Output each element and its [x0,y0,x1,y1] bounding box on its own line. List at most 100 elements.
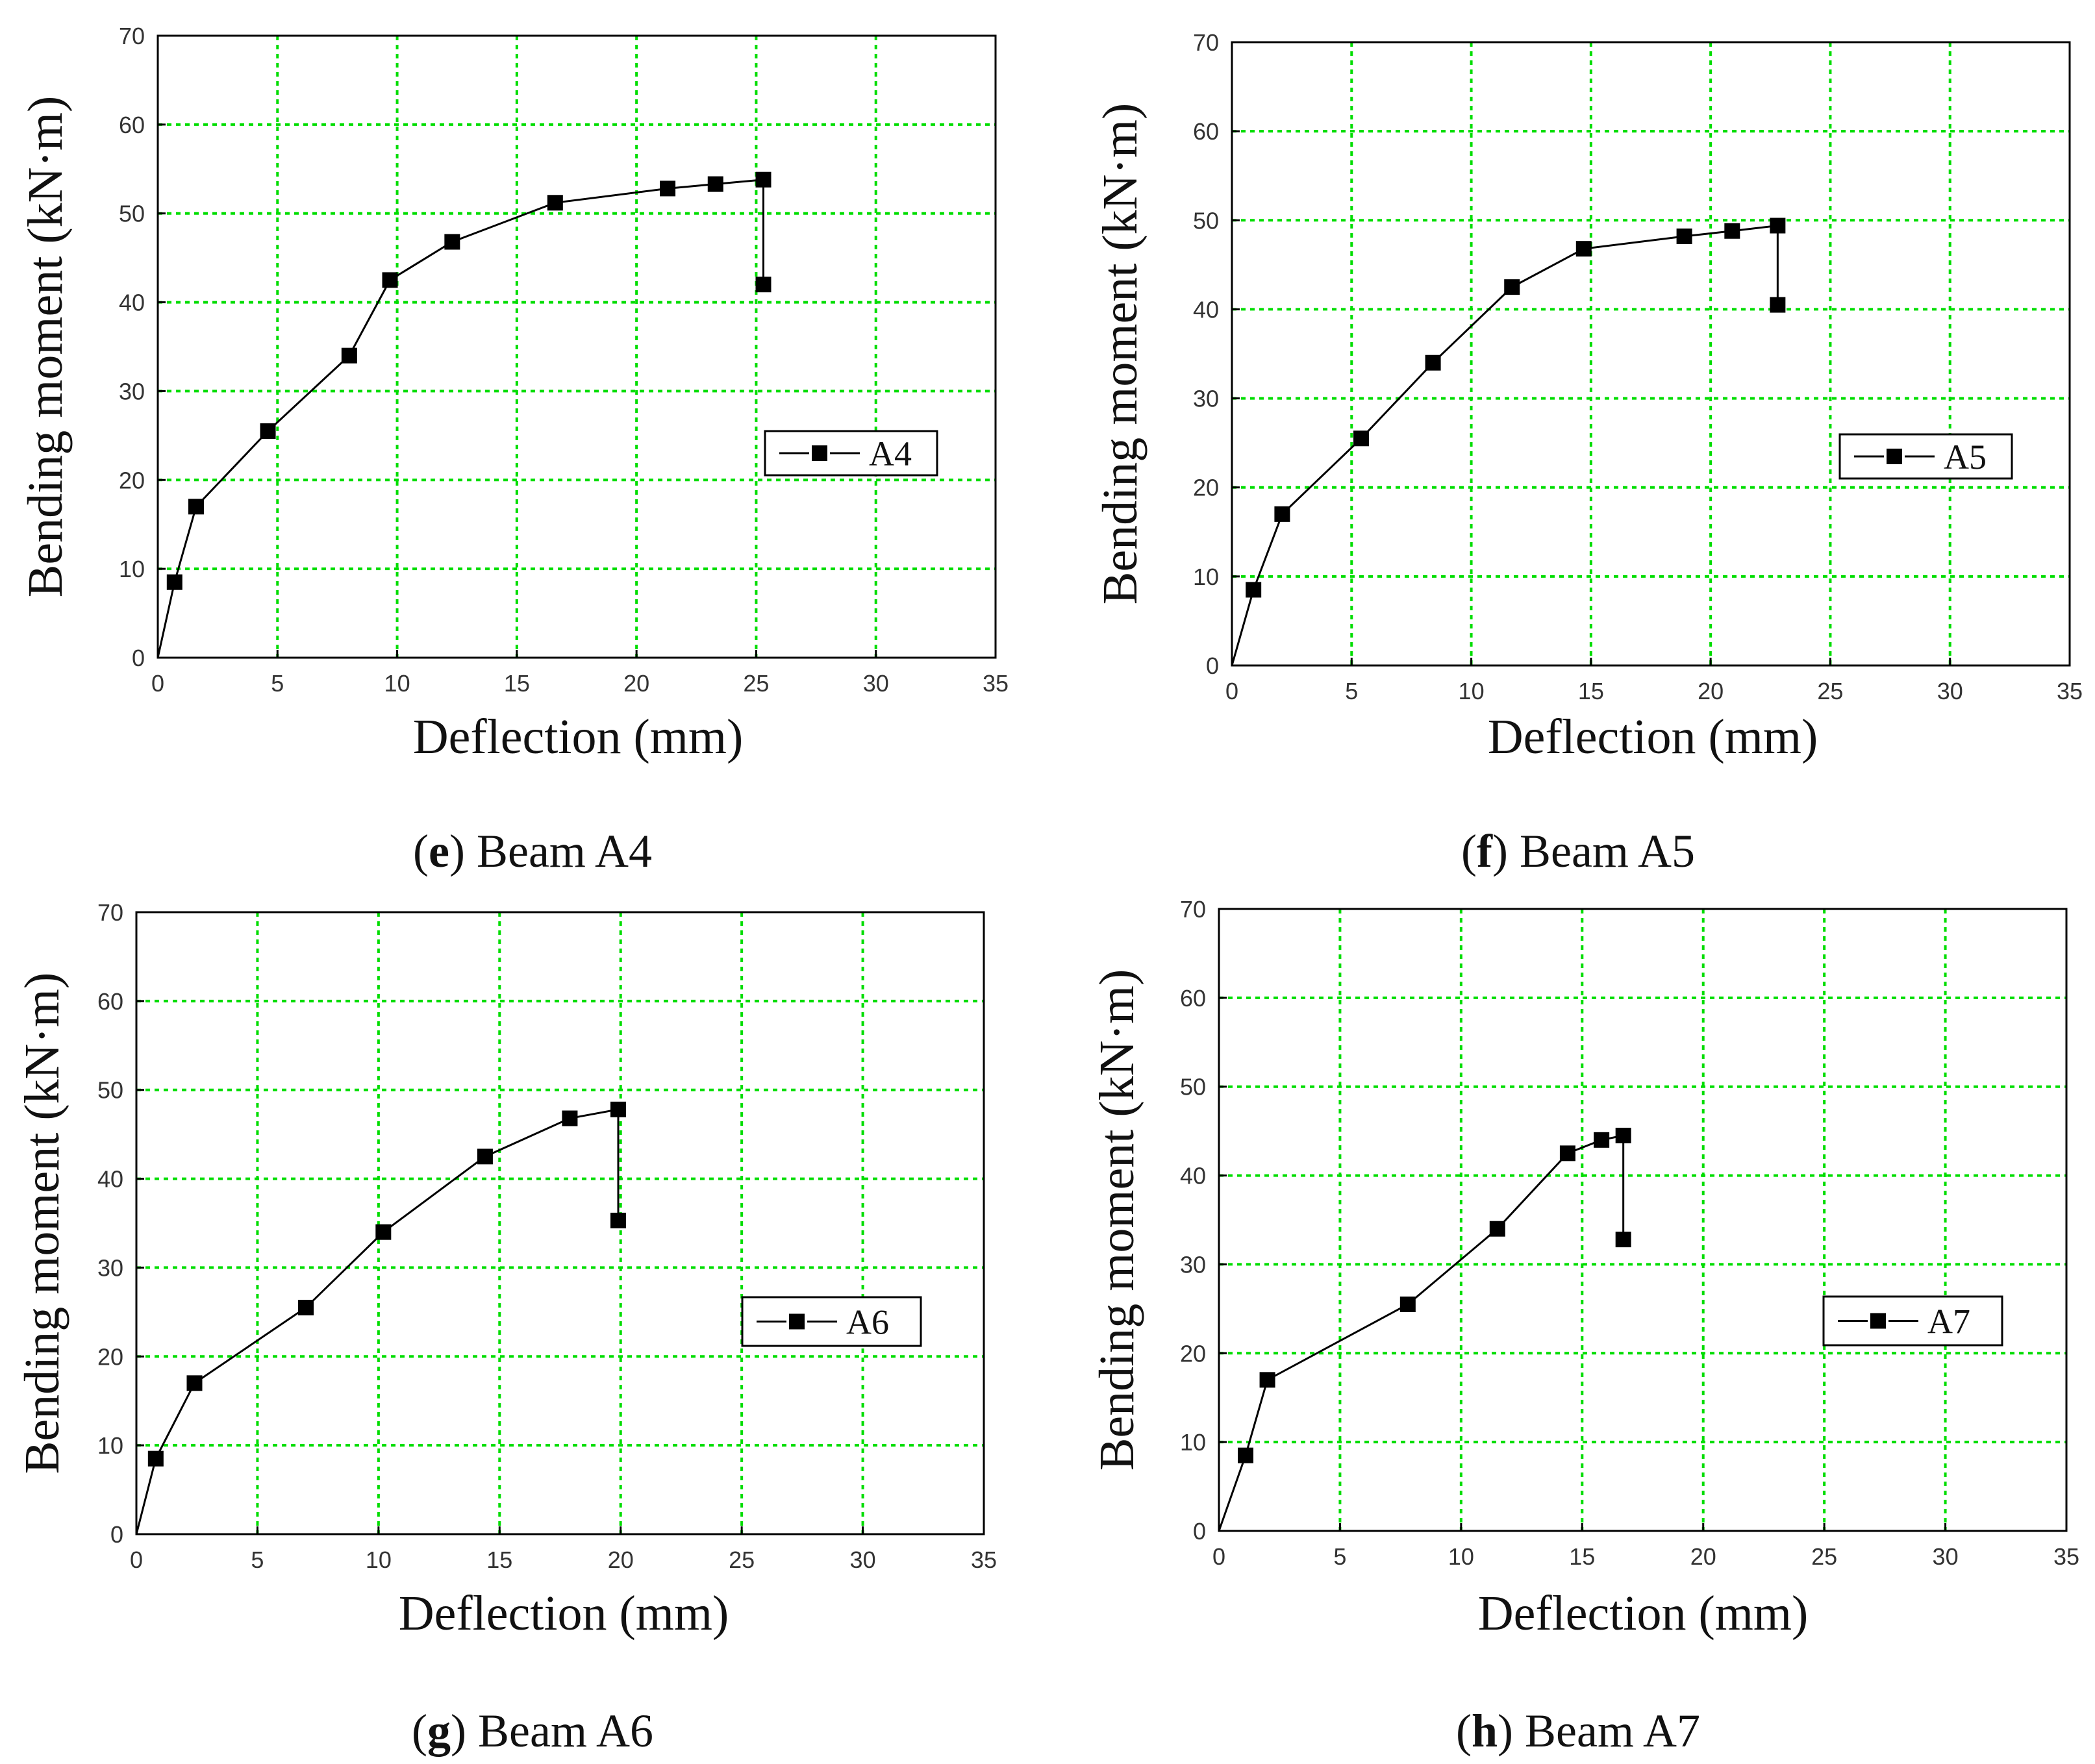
x-tick-label: 25 [743,670,769,697]
x-tick-label: 35 [2057,678,2083,704]
data-point [1238,1447,1254,1463]
data-point [1615,1127,1631,1143]
y-tick-label: 30 [1193,386,1219,412]
data-point [1559,1145,1575,1162]
chart-panel-h: 0 5 10 15 20 25 30 35 0 10 20 30 40 50 60 70 Deflection … [1090,896,2079,1757]
x-tick-label: 20 [608,1547,634,1573]
data-point [444,234,460,250]
y-tick-label: 20 [1193,475,1219,501]
x-tick-label: 15 [504,670,530,697]
data-point [1274,506,1290,522]
x-tick-label: 35 [2053,1543,2079,1570]
y-tick-label: 20 [1180,1340,1206,1367]
y-tick-label: 10 [1180,1429,1206,1456]
y-tick-label: 40 [119,290,145,316]
x-tick-label: 5 [251,1547,264,1573]
chart-panel-g: 0 5 10 15 20 25 30 35 0 10 20 30 40 50 60 70 Deflection … [15,899,997,1757]
y-tick-label: 20 [119,467,145,493]
y-tick-label: 50 [97,1077,123,1104]
x-tick-label: 35 [971,1547,997,1573]
data-point [375,1224,392,1240]
caption-letter: h [1472,1705,1498,1757]
data-point [1724,223,1740,239]
legend: A6 [741,1296,922,1347]
x-tick-label: 25 [1811,1543,1837,1570]
x-tick-label: 5 [1345,678,1358,704]
x-tick-label: 20 [623,670,649,697]
data-point [1770,217,1786,234]
legend-label: A7 [1927,1302,1970,1341]
legend-marker [789,1313,805,1330]
y-axis-title: Bending moment (kN·m) [1093,103,1148,605]
data-point [562,1110,578,1126]
y-tick-label: 0 [110,1521,123,1548]
y-tick-label: 0 [1193,1518,1206,1545]
data-point [707,176,723,192]
data-point [477,1149,493,1165]
caption-text: Beam A5 [1520,825,1695,877]
chart-panel-f: 0 5 10 15 20 25 30 35 0 10 20 30 40 50 60 70 Deflection … [1093,29,2083,877]
chart-panel-e: 0 5 10 15 20 25 30 35 0 10 20 30 40 50 60 70 Deflection … [18,23,1009,877]
x-tick-label: 0 [1225,678,1238,704]
panel-caption: (e) Beam A4 [413,825,652,877]
y-tick-label: 70 [1180,896,1206,923]
x-tick-label: 15 [486,1547,512,1573]
gridlines [1219,909,2066,1531]
y-axis-title: Bending moment (kN·m) [18,96,73,598]
y-axis-title: Bending moment (kN·m) [15,973,69,1474]
x-tick-label: 30 [1937,678,1963,704]
x-tick-label: 35 [983,670,1009,697]
plot-frame [135,911,985,1535]
legend: A7 [1822,1295,2003,1347]
series-line-A4 [157,179,764,658]
data-point [186,1375,203,1391]
data-point [1770,297,1786,313]
y-tick-label: 60 [119,112,145,138]
y-tick-label: 70 [97,899,123,926]
legend-marker [812,445,827,461]
y-tick-label: 50 [1193,207,1219,234]
x-tick-label: 10 [1459,678,1485,704]
x-tick-label: 15 [1569,1543,1595,1570]
caption-paren: ( [412,1705,427,1757]
data-point [188,499,204,515]
caption-paren: ( [1456,1705,1472,1757]
caption-text: Beam A6 [478,1705,653,1757]
gridlines [136,912,984,1534]
data-point [610,1212,626,1228]
data-point [1425,354,1441,371]
x-tick-label: 25 [729,1547,755,1573]
data-point [1489,1221,1505,1237]
data-point [1594,1132,1610,1148]
x-tick-label: 5 [271,670,284,697]
caption-paren: ( [413,825,429,877]
caption-letter: f [1477,825,1493,877]
y-tick-label: 30 [1180,1251,1206,1278]
series-line-A7 [1218,1134,1625,1532]
data-point [341,347,357,364]
y-tick-label: 70 [1193,29,1219,56]
caption-paren: ) [1492,825,1520,877]
x-tick-label: 10 [366,1547,392,1573]
x-tick-label: 25 [1817,678,1843,704]
y-tick-label: 40 [1193,296,1219,323]
data-point [610,1101,626,1117]
y-axis-title: Bending moment (kN·m) [1090,969,1144,1471]
data-point [1676,228,1692,244]
y-tick-label: 20 [97,1343,123,1370]
x-tick-label: 10 [1448,1543,1474,1570]
x-axis-title: Deflection (mm) [413,710,744,764]
y-tick-label: 10 [97,1432,123,1459]
y-tick-label: 10 [119,556,145,582]
panel-caption: (f) Beam A5 [1461,825,1695,877]
y-tick-label: 30 [97,1254,123,1281]
legend: A4 [764,430,938,477]
x-tick-label: 5 [1333,1543,1346,1570]
y-tick-label: 60 [97,988,123,1015]
data-point [166,574,182,590]
x-axis-title: Deflection (mm) [1478,1586,1809,1641]
data-point [260,423,276,440]
data-point [1259,1372,1275,1388]
data-point [1615,1232,1631,1248]
y-tick-label: 30 [119,378,145,404]
